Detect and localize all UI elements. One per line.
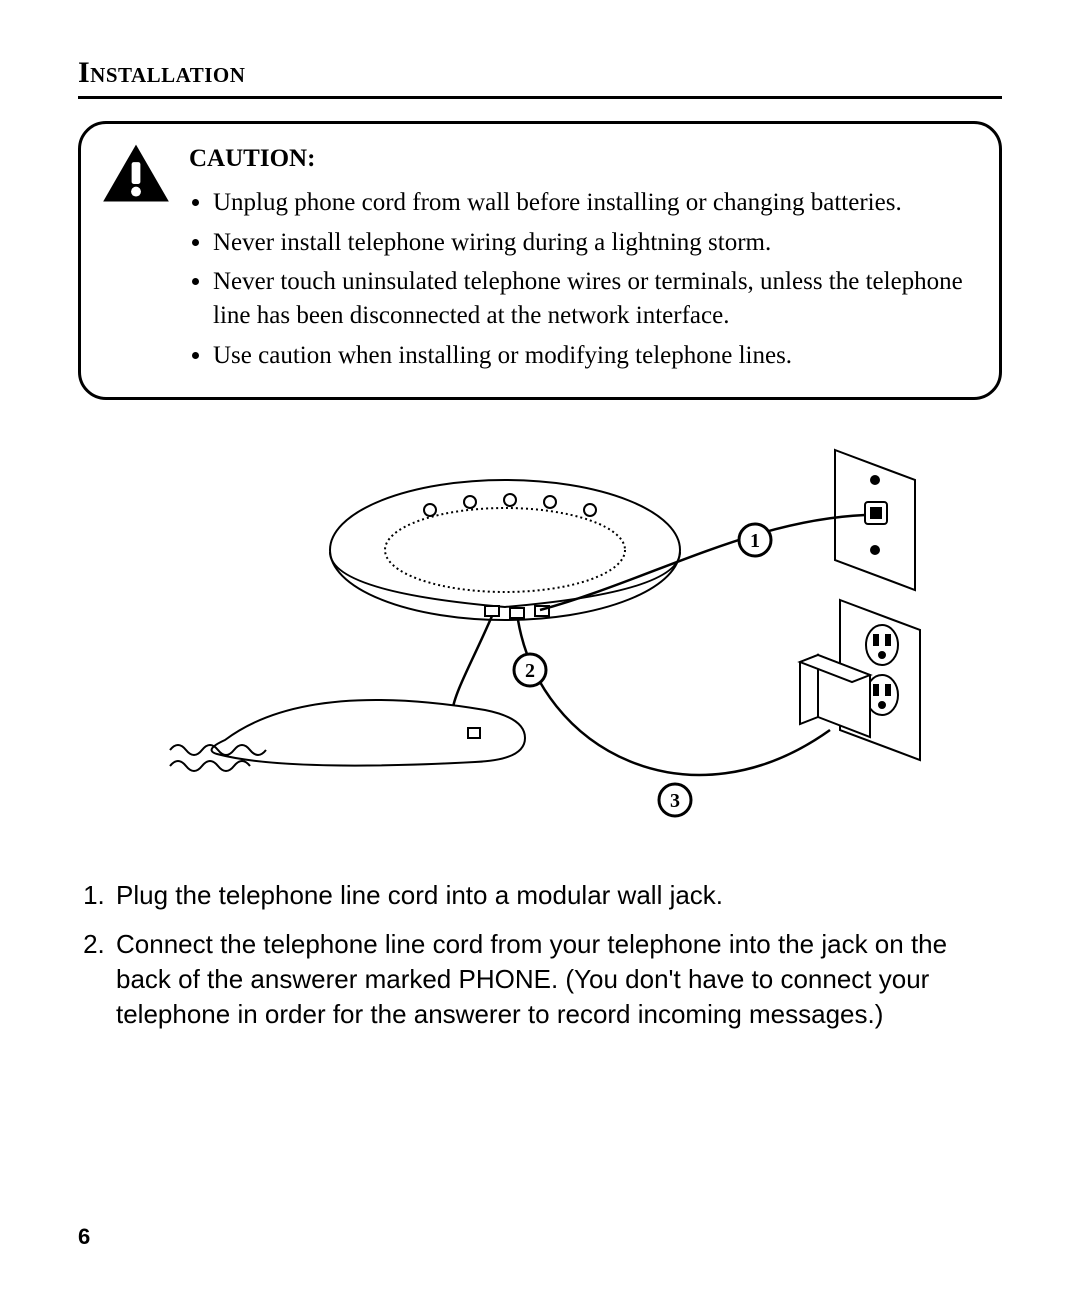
caution-item: Never install telephone wiring during a … [213,226,971,260]
diagram-callout-1: 1 [750,530,760,552]
warning-icon [101,142,171,379]
diagram-callout-2: 2 [525,660,535,682]
page-number: 6 [78,1224,90,1250]
manual-page: Installation CAUTION: Unplug phone cord … [0,0,1080,1296]
installation-diagram: 1 2 3 [78,430,1002,860]
caution-list: Unplug phone cord from wall before insta… [189,186,971,373]
step-item: Plug the telephone line cord into a modu… [112,878,1002,913]
page-title: Installation [78,56,1002,90]
caution-body: CAUTION: Unplug phone cord from wall bef… [189,142,971,379]
caution-item: Unplug phone cord from wall before insta… [213,186,971,220]
step-item: Connect the telephone line cord from you… [112,927,1002,1032]
caution-item: Use caution when installing or modifying… [213,339,971,373]
title-rule: Installation [78,56,1002,99]
caution-heading: CAUTION: [189,142,971,176]
diagram-callout-3: 3 [670,790,680,812]
instruction-steps: Plug the telephone line cord into a modu… [78,878,1002,1032]
caution-item: Never touch uninsulated telephone wires … [213,265,971,333]
caution-box: CAUTION: Unplug phone cord from wall bef… [78,121,1002,400]
